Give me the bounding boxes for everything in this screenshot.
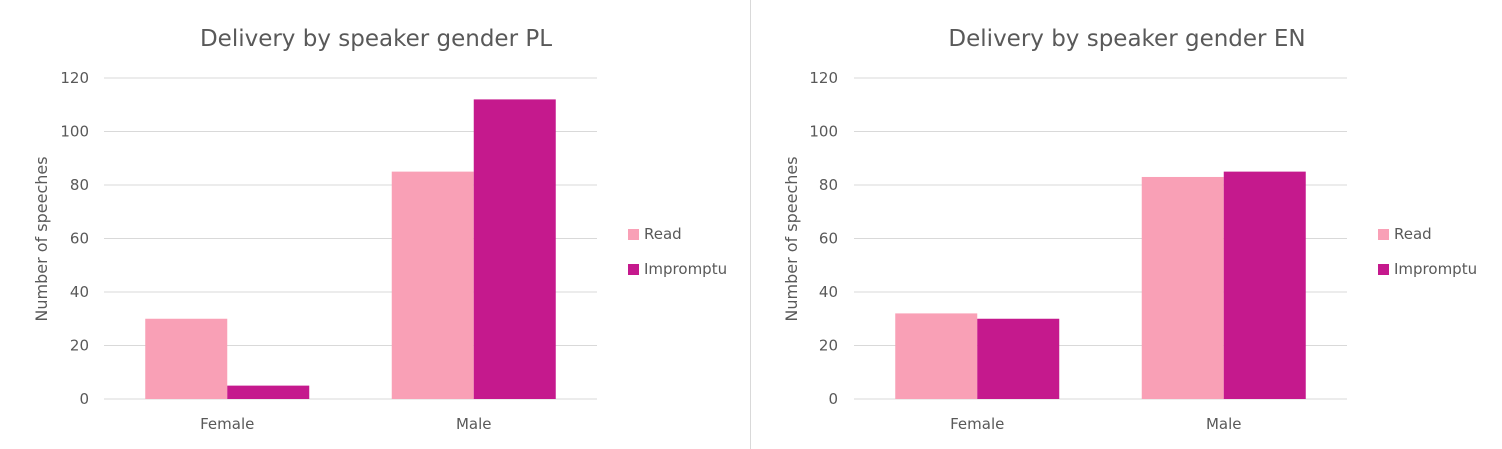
y-tick-label: 20 — [70, 337, 89, 355]
y-tick-label: 120 — [809, 69, 838, 87]
legend-label: Impromptu — [644, 260, 727, 278]
x-category-label: Female — [200, 415, 254, 433]
x-category-label: Female — [950, 415, 1004, 433]
y-tick-label: 100 — [809, 123, 838, 141]
legend-swatch — [628, 264, 639, 275]
chart-pl: Delivery by speaker gender PL Number of … — [32, 26, 727, 433]
bar-read-female — [145, 318, 228, 399]
chart-panel-pl: Delivery by speaker gender PL Number of … — [32, 0, 751, 449]
y-tick-label: 100 — [60, 123, 89, 141]
bar-read-male — [391, 171, 474, 399]
chart-en: Delivery by speaker gender EN Number of … — [782, 26, 1477, 433]
y-tick-label: 40 — [70, 283, 89, 301]
bar-read-female — [895, 313, 978, 399]
bar-impromptu-female — [977, 318, 1060, 399]
bar-impromptu-female — [227, 385, 310, 399]
bar-impromptu-male — [473, 99, 556, 400]
legend-label: Impromptu — [1394, 260, 1477, 278]
y-tick-label: 80 — [70, 176, 89, 194]
legend: Read Impromptu — [628, 225, 727, 278]
chart-title: Delivery by speaker gender PL — [200, 26, 552, 52]
y-tick-label: 60 — [70, 230, 89, 248]
chart-panel-en: Delivery by speaker gender EN Number of … — [751, 0, 1502, 449]
y-tick-label: 80 — [819, 176, 838, 194]
bar-read-male — [1141, 176, 1224, 399]
legend: Read Impromptu — [1378, 225, 1477, 278]
y-tick-label: 20 — [819, 337, 838, 355]
plot-area: 0 20 40 60 80 100 120 Female Male — [60, 69, 597, 433]
x-category-label: Male — [456, 415, 492, 433]
legend-label: Read — [644, 225, 682, 243]
plot-area: 0 20 40 60 80 100 120 Female Male — [809, 69, 1347, 433]
legend-swatch — [1378, 229, 1389, 240]
bar-impromptu-male — [1223, 171, 1306, 399]
chart-title: Delivery by speaker gender EN — [948, 26, 1305, 52]
legend-swatch — [1378, 264, 1389, 275]
y-tick-label: 0 — [828, 390, 838, 408]
y-axis-label: Number of speeches — [32, 156, 51, 321]
x-category-label: Male — [1206, 415, 1242, 433]
y-tick-label: 120 — [60, 69, 89, 87]
y-tick-label: 60 — [819, 230, 838, 248]
legend-swatch — [628, 229, 639, 240]
legend-label: Read — [1394, 225, 1432, 243]
y-tick-label: 0 — [79, 390, 89, 408]
y-tick-label: 40 — [819, 283, 838, 301]
y-axis-label: Number of speeches — [782, 156, 801, 321]
